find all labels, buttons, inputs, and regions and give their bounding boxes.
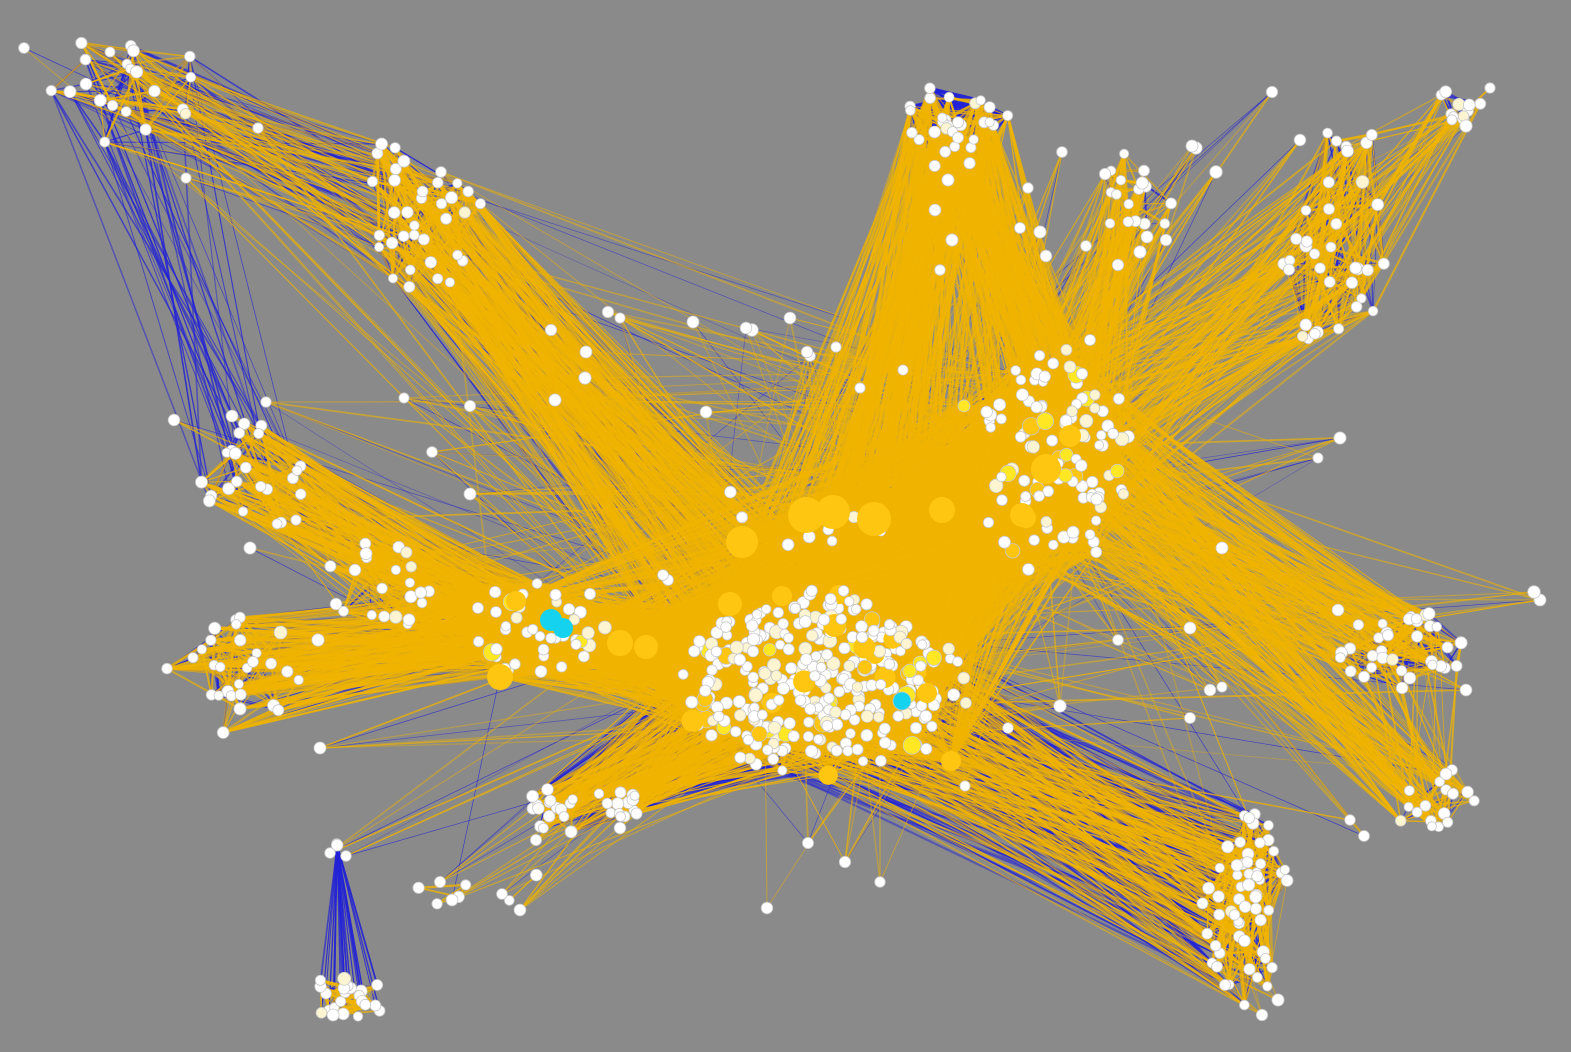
blue-edge [104,129,146,143]
blue-edge [50,90,294,479]
blue-edge [336,845,376,1006]
blue-edge [136,71,396,149]
gold-edge [85,45,132,85]
blue-edge [336,845,346,979]
gold-edge [99,100,106,143]
blue-edge [85,83,233,451]
blue-edge [69,91,262,426]
blue-edge [125,111,302,495]
blue-edge [125,110,396,170]
gold-edge [85,67,131,85]
blue-edge [104,141,238,482]
gold-edge [378,246,394,279]
gold-edge [50,58,87,92]
blue-edge [50,90,268,490]
blue-edge [50,90,211,502]
gold-edge [81,41,134,53]
blue-edge [1338,151,1349,329]
blue-edge [104,141,233,451]
gold-edge [145,76,192,131]
blue-edge [104,141,212,496]
blue-edge [112,105,298,471]
gold-edge [133,50,190,58]
blue-edge [319,845,338,981]
blue-edge [69,91,245,425]
blue-edge [336,845,378,986]
blue-edge [1428,612,1462,644]
blue-edge [336,845,366,1005]
